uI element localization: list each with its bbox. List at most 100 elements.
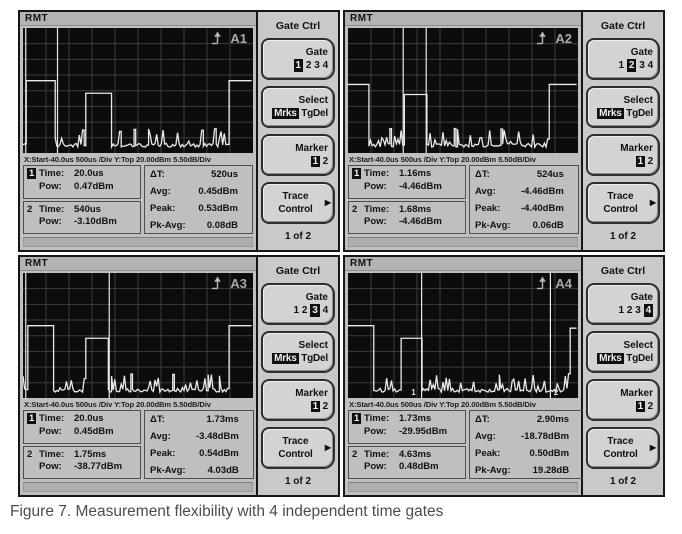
marker-button[interactable]: Marker 1 2 [586, 379, 660, 421]
marker-option-1[interactable]: 1 [310, 156, 321, 167]
trigger-icon [536, 31, 550, 50]
select-option-mrks[interactable]: Mrks [597, 108, 624, 119]
gate-number-2[interactable]: 2 [301, 305, 308, 316]
axis-scale-label: X:Start-40.0us 500us /Div Y:Top 20.00dBm… [24, 400, 211, 410]
gate-number-1[interactable]: 1 [618, 305, 625, 316]
trace-control-button[interactable]: Trace Control ▶ [261, 182, 335, 224]
power-meter-panel: RMT A1 X:Start-40.0us 500us /Div Y:Top 2… [18, 10, 340, 252]
marker-option-2[interactable]: 2 [322, 156, 329, 167]
select-button[interactable]: Select Mrks TgDel [586, 86, 660, 128]
marker2-time-label: Time: [364, 448, 390, 460]
gate-number-2[interactable]: 2 [626, 305, 633, 316]
waveform-trace [23, 28, 253, 153]
marker2-time-label: Time: [364, 203, 390, 215]
peak-value: -4.40dBm [521, 203, 564, 215]
marker2-pow-label: Pow: [364, 461, 387, 473]
pk-avg-label: Pk-Avg: [475, 220, 511, 232]
marker-option-1[interactable]: 1 [635, 156, 646, 167]
select-button[interactable]: Select Mrks TgDel [261, 86, 335, 128]
marker1-readout: 1 Time: 1.16ms Pow: -4.46dBm [348, 165, 466, 199]
marker-button[interactable]: Marker 1 2 [586, 134, 660, 176]
peak-value: 0.54dBm [199, 448, 239, 460]
avg-label: Avg: [150, 186, 171, 198]
meter-lcd-screen: RMT A1 X:Start-40.0us 500us /Div Y:Top 2… [20, 12, 258, 250]
marker2-pow-value: -38.77dBm [74, 461, 123, 473]
gate-stats-readout: ΔT: 520us Avg: 0.45dBm Peak: 0.53dBm Pk-… [144, 165, 253, 235]
select-option-tgdel[interactable]: TgDel [301, 108, 328, 119]
marker2-pow-label: Pow: [39, 216, 62, 228]
remote-status-label: RMT [350, 13, 374, 24]
marker-button[interactable]: Marker 1 2 [261, 134, 335, 176]
gate-number-4[interactable]: 4 [322, 305, 329, 316]
marker1-readout: 1 Time: 1.73ms Pow: -29.95dBm [348, 410, 466, 444]
marker1-pow-value: -29.95dBm [399, 425, 448, 437]
avg-value: -4.46dBm [521, 186, 564, 198]
gate-number-2[interactable]: 2 [305, 60, 312, 71]
gate-number-2[interactable]: 2 [626, 59, 637, 72]
gate-number-3[interactable]: 3 [639, 60, 645, 71]
avg-label: Avg: [150, 431, 171, 443]
marker-option-1[interactable]: 1 [310, 401, 321, 412]
marker2-time-label: Time: [39, 448, 65, 460]
select-option-mrks[interactable]: Mrks [272, 353, 299, 364]
page-indicator: 1 of 2 [609, 231, 637, 242]
status-bar [23, 237, 253, 247]
trace-control-button[interactable]: Trace Control ▶ [586, 427, 660, 469]
remote-status-bar: RMT [20, 12, 256, 26]
marker1-time-value: 20.0us [74, 168, 104, 180]
marker1-number-badge: 1 [27, 168, 37, 180]
display-annotations: A3 [211, 276, 247, 295]
marker-button-label: Marker [295, 388, 328, 399]
trace-control-line2: Control [603, 449, 638, 460]
marker2-readout: 2 Time: 1.68ms Pow: -4.46dBm [348, 200, 466, 235]
status-bar [348, 482, 578, 492]
remote-status-label: RMT [25, 13, 49, 24]
waveform-display: A3 [23, 272, 253, 399]
gate-number-3[interactable]: 3 [314, 60, 320, 71]
page-indicator: 1 of 2 [609, 476, 637, 487]
marker-option-2[interactable]: 2 [647, 156, 654, 167]
marker-button[interactable]: Marker 1 2 [261, 379, 335, 421]
select-button[interactable]: Select Mrks TgDel [586, 331, 660, 373]
select-option-mrks[interactable]: Mrks [272, 108, 299, 119]
select-button[interactable]: Select Mrks TgDel [261, 331, 335, 373]
select-option-mrks[interactable]: Mrks [597, 353, 624, 364]
select-option-tgdel[interactable]: TgDel [301, 353, 328, 364]
gate-number-4[interactable]: 4 [643, 304, 653, 317]
peak-value: 0.53dBm [198, 203, 238, 215]
select-option-tgdel[interactable]: TgDel [626, 353, 653, 364]
trace-control-button[interactable]: Trace Control ▶ [261, 427, 335, 469]
gate-number-1[interactable]: 1 [293, 305, 300, 316]
waveform-display: A4 1 2 [348, 272, 578, 399]
gate-number-4[interactable]: 4 [322, 60, 329, 71]
menu-title: Gate Ctrl [275, 265, 321, 277]
gate-number-1[interactable]: 1 [618, 60, 625, 71]
measurement-readouts: 1 Time: 20.0us Pow: 0.47dBm 2 [20, 164, 256, 235]
marker1-time-label: Time: [364, 168, 390, 180]
marker-option-2[interactable]: 2 [322, 401, 329, 412]
marker1-time-value: 20.0us [74, 413, 104, 425]
marker2-number-badge: 2 [352, 203, 358, 215]
trace-control-button[interactable]: Trace Control ▶ [586, 182, 660, 224]
marker2-time-value: 1.75ms [74, 448, 107, 460]
trace-control-line2: Control [603, 204, 638, 215]
select-button-label: Select [298, 340, 328, 351]
marker-option-1[interactable]: 1 [635, 401, 646, 412]
marker1-pow-label: Pow: [39, 425, 62, 437]
measurement-readouts: 1 Time: 20.0us Pow: 0.45dBm 2 [20, 409, 256, 480]
gate-number-4[interactable]: 4 [647, 60, 654, 71]
channel-label: A3 [230, 275, 247, 291]
gate-number-1[interactable]: 1 [293, 59, 303, 72]
gate-number-3[interactable]: 3 [310, 304, 320, 317]
select-option-tgdel[interactable]: TgDel [626, 108, 653, 119]
display-annotations: A1 [211, 31, 247, 50]
marker-option-2[interactable]: 2 [647, 401, 654, 412]
trace-marker-label-2: 2 [553, 388, 559, 398]
gate-number-3[interactable]: 3 [635, 305, 641, 316]
